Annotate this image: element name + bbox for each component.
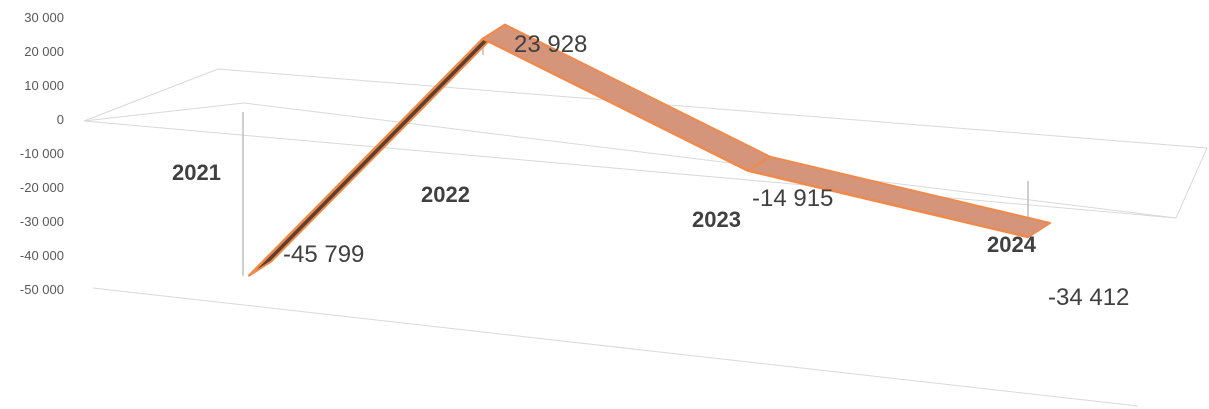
y-tick-label: 10 000 [24, 78, 64, 93]
data-label: -14 915 [752, 185, 833, 212]
grid-floor-line [92, 287, 1139, 407]
category-label: 2022 [421, 182, 470, 207]
chart-floor [83, 68, 1208, 407]
category-label: 2021 [172, 160, 221, 185]
grid-plane-top [83, 68, 1208, 219]
y-tick-label: -30 000 [20, 214, 64, 229]
category-label: 2024 [987, 232, 1037, 257]
data-label: -34 412 [1048, 284, 1129, 311]
data-label: -45 799 [283, 241, 364, 268]
y-tick-label: 0 [57, 112, 64, 127]
y-tick-label: -50 000 [20, 282, 64, 297]
category-labels: 2021 2022 2023 2024 [172, 160, 1037, 257]
data-label: 23 928 [514, 31, 587, 58]
y-tick-label: -40 000 [20, 248, 64, 263]
y-tick-label: 20 000 [24, 44, 64, 59]
y-tick-label: -20 000 [20, 180, 64, 195]
y-tick-label: 30 000 [24, 10, 64, 25]
category-label: 2023 [692, 207, 741, 232]
grid-zero-line [83, 120, 1177, 219]
ribbon-series [248, 23, 1051, 277]
y-axis: 30 000 20 000 10 000 0 -10 000 -20 000 -30 000… [20, 10, 64, 297]
y-tick-label: -10 000 [20, 146, 64, 161]
ribbon-edge [248, 37, 1029, 277]
data-labels: -45 799 23 928 -14 915 -34 412 [283, 31, 1129, 311]
